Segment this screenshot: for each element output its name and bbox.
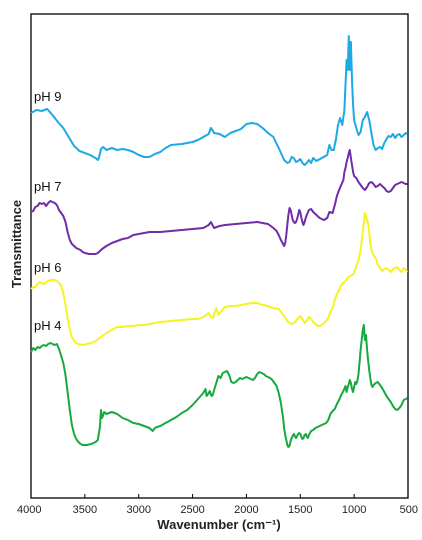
x-axis-ticks: 4000 3500 3000 2500 2000 1500 1000 500 — [17, 494, 418, 516]
x-tick-label: 2500 — [180, 504, 204, 516]
x-tick-label: 2000 — [234, 504, 258, 516]
y-axis-title: Transmittance — [9, 200, 24, 288]
series-line-ph4 — [30, 324, 409, 448]
x-tick-label: 1000 — [342, 504, 366, 516]
x-tick-label: 4000 — [17, 504, 41, 516]
series-label-ph7: pH 7 — [34, 179, 61, 194]
series-line-ph6 — [30, 212, 409, 346]
x-tick-label: 500 — [400, 504, 418, 516]
series-label-ph6: pH 6 — [34, 260, 61, 275]
x-tick-label: 1500 — [288, 504, 312, 516]
series-line-ph9 — [30, 35, 409, 166]
x-axis-title: Wavenumber (cm⁻¹) — [157, 517, 280, 532]
series-line-ph7 — [30, 149, 408, 255]
x-tick-label: 3500 — [73, 504, 97, 516]
series-layer — [30, 35, 409, 448]
series-label-ph9: pH 9 — [34, 89, 61, 104]
x-tick-label: 3000 — [126, 504, 150, 516]
series-label-ph4: pH 4 — [34, 318, 61, 333]
